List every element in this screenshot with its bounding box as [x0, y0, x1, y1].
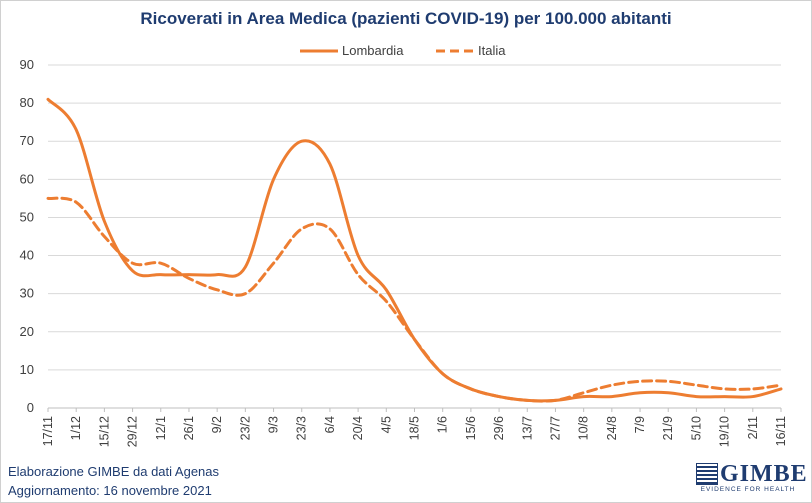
x-tick-label: 29/12: [126, 416, 140, 447]
x-tick-label: 9/2: [210, 416, 224, 433]
x-tick-label: 1/6: [436, 416, 450, 433]
y-tick-label: 90: [20, 57, 34, 72]
y-tick-label: 70: [20, 133, 34, 148]
source-note: Elaborazione GIMBE da dati Agenas Aggior…: [8, 462, 219, 500]
x-tick-label: 9/3: [267, 416, 281, 433]
x-tick-label: 15/6: [464, 416, 478, 440]
y-tick-label: 20: [20, 324, 34, 339]
gimbe-logo: GIMBE EVIDENCE FOR HEALTH: [696, 461, 807, 497]
gimbe-logo-mark-icon: [696, 463, 718, 485]
x-tick-label: 7/9: [633, 416, 647, 433]
y-tick-label: 10: [20, 362, 34, 377]
source-line: Elaborazione GIMBE da dati Agenas: [8, 464, 220, 479]
legend-label: Italia: [478, 43, 506, 58]
x-tick-label: 20/4: [351, 416, 365, 440]
logo-tagline: EVIDENCE FOR HEALTH: [700, 486, 796, 493]
x-tick-label: 29/6: [492, 416, 506, 440]
x-tick-label: 16/11: [774, 416, 788, 446]
x-tick-label: 6/4: [323, 416, 337, 433]
x-tick-label: 23/3: [295, 416, 309, 440]
x-tick-label: 1/12: [69, 416, 83, 440]
chart-title: Ricoverati in Area Medica (pazienti COVI…: [140, 9, 672, 28]
x-tick-label: 4/5: [379, 416, 393, 433]
x-tick-label: 18/5: [408, 416, 422, 440]
x-tick-label: 24/8: [605, 416, 619, 440]
x-tick-label: 13/7: [520, 416, 534, 440]
x-tick-label: 5/10: [689, 416, 703, 440]
series-line-italia: [46, 196, 783, 403]
x-tick-label: 21/9: [661, 416, 675, 440]
x-tick-label: 23/2: [238, 416, 252, 440]
y-tick-label: 40: [20, 248, 34, 263]
x-tick-label: 17/11: [41, 416, 55, 446]
x-tick-label: 27/7: [548, 416, 562, 440]
x-tick-label: 15/12: [97, 416, 111, 447]
logo-word: GIMBE: [720, 461, 808, 487]
x-tick-label: 2/11: [746, 416, 760, 439]
y-tick-label: 30: [20, 286, 34, 301]
y-tick-label: 50: [20, 209, 34, 224]
y-tick-label: 60: [20, 171, 34, 186]
x-tick-label: 19/10: [718, 416, 732, 447]
x-tick-label: 26/1: [182, 416, 196, 440]
y-tick-label: 0: [27, 400, 34, 415]
x-tick-label: 10/8: [577, 416, 591, 440]
series-line-lombardia: [46, 97, 783, 403]
x-tick-label: 12/1: [154, 416, 168, 440]
legend-label: Lombardia: [342, 43, 404, 58]
update-line: Aggiornamento: 16 novembre 2021: [8, 483, 212, 498]
y-tick-label: 80: [20, 95, 34, 110]
